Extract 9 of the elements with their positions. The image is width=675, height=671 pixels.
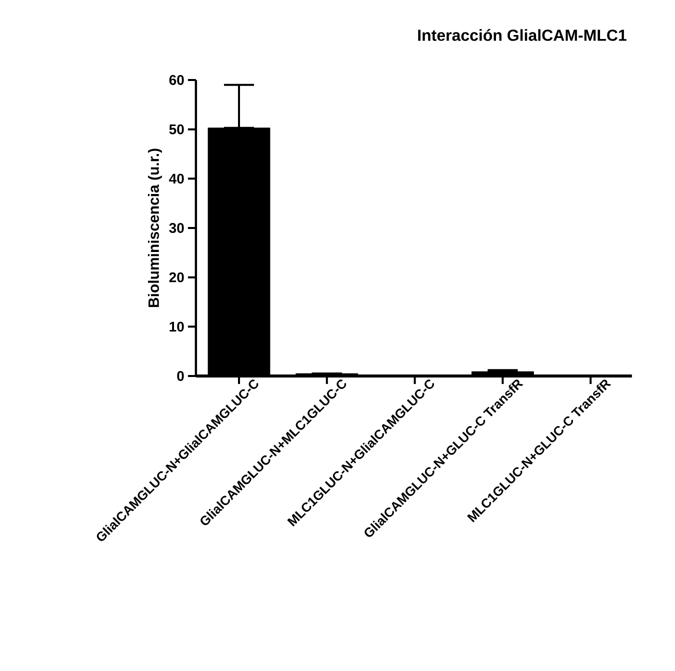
y-tick-label: 50: [169, 124, 184, 134]
y-tick-label: 10: [170, 322, 184, 332]
y-tick-label: 40: [169, 174, 184, 184]
y-tick-label: 30: [169, 223, 184, 233]
y-tick-label: 60: [169, 75, 184, 85]
y-tick-label: 0: [177, 371, 184, 381]
chart-title: Interacción GlialCAM-MLC1: [418, 29, 626, 41]
y-axis-title: Bioluminiscencia (u.r.): [148, 148, 162, 307]
y-tick-label: 20: [169, 272, 184, 282]
